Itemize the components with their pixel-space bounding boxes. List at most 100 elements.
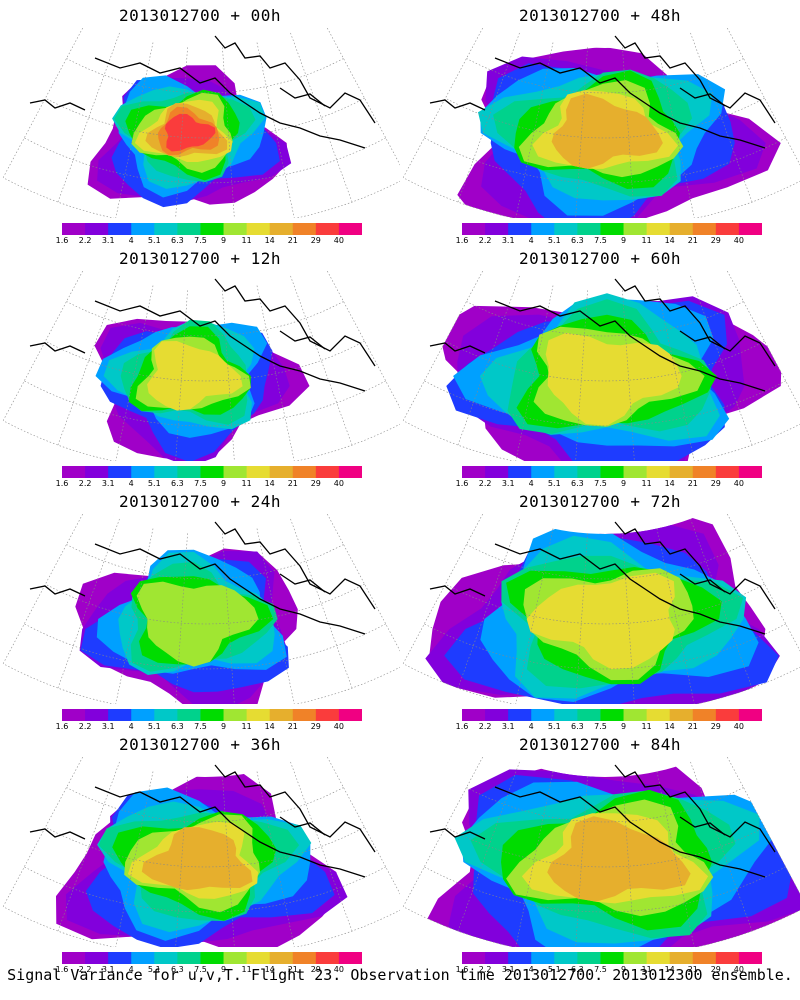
colorbar-swatch [292,709,317,721]
colorbar-swatch [577,709,601,721]
colorbar-tick-label: 40 [333,722,344,731]
colorbar-tick-label: 2.2 [78,965,92,974]
colorbar-tick-label: 11 [641,236,652,245]
colorbar-swatch [692,709,717,721]
lat-lon-grid [2,28,400,218]
colorbar-tick-label: 4 [528,722,534,731]
colorbar-swatch [246,223,271,235]
colorbar-swatch [531,466,555,478]
panel-title: 2013012700 + 48h [518,6,682,25]
colorbar-tick-label: 40 [733,479,744,488]
colorbar-swatch [738,952,762,964]
map-panel: 2013012700 + 48h 1.6 2.2 3.1 4 5.1 6.3 7.5 9 11 1… [400,0,800,245]
colorbar-swatch [85,709,109,721]
colorbar-swatch [269,223,294,235]
colorbar-swatch [508,952,532,964]
colorbar [462,952,762,964]
variance-contour [526,572,675,670]
colorbar-tick-label: 11 [241,236,252,245]
colorbar-tick-label: 2.2 [478,479,492,488]
colorbar-tick-label: 6.3 [571,479,584,488]
coastline [29,764,376,878]
lat-lon-grid [402,28,800,218]
colorbar-swatch [85,466,109,478]
colorbar-tick-label: 40 [733,236,744,245]
colorbar-swatch [669,466,694,478]
colorbar [462,223,762,235]
colorbar-labels: 1.6 2.2 3.1 4 5.1 6.3 7.5 9 11 14 21 29 40 [56,722,362,732]
colorbar-tick-label: 21 [687,722,698,731]
colorbar-swatch [177,466,201,478]
colorbar-swatch [669,223,694,235]
colorbar-tick-label: 29 [310,236,321,245]
colorbar-swatch [623,223,648,235]
variance-contour [551,93,663,169]
colorbar-tick-label: 2.2 [78,236,92,245]
colorbar-tick-label: 29 [710,722,721,731]
map-panel: 2013012700 + 84h 1.6 2.2 3.1 4 5.1 6.3 7.5 9 11 1… [400,729,800,974]
colorbar-tick-label: 6.3 [571,965,584,974]
colorbar [462,709,762,721]
colorbar-swatch [554,223,578,235]
colorbar-swatch [462,466,486,478]
colorbar-swatch [623,952,648,964]
colorbar-swatch [62,709,86,721]
colorbar-tick-label: 21 [287,722,298,731]
colorbar-swatch [485,466,509,478]
colorbar-tick-label: 6.3 [171,965,184,974]
colorbar-tick-label: 7.5 [594,965,607,974]
panel-title: 2013012700 + 36h [118,735,282,754]
colorbar-tick-label: 21 [287,965,298,974]
colorbar-swatch [692,223,717,235]
colorbar-swatch [554,709,578,721]
colorbar-tick-label: 14 [264,965,275,974]
panel-title: 2013012700 + 84h [518,735,682,754]
lat-lon-grid [2,757,400,947]
colorbar-tick-label: 40 [333,965,344,974]
colorbar-swatch [669,709,694,721]
colorbar-tick-label: 2.2 [78,722,92,731]
colorbar-tick-label: 9 [220,236,227,245]
colorbar-swatch [292,952,317,964]
colorbar [62,223,362,235]
colorbar-tick-label: 4 [128,479,134,488]
colorbar-swatch [508,709,532,721]
colorbar-tick-label: 29 [710,236,721,245]
colorbar-tick-label: 5.1 [547,965,561,974]
colorbar-swatch [315,223,340,235]
colorbar-swatch [292,223,317,235]
colorbar-swatch [315,709,340,721]
colorbar-swatch [177,709,201,721]
colorbar-tick-label: 9 [220,479,227,488]
colorbar-tick-label: 11 [241,965,252,974]
colorbar-swatch [646,223,671,235]
colorbar-swatch [338,223,362,235]
figure-caption: Signal Variance for u,v,T. Flight 23. Ob… [7,966,793,984]
colorbar-tick-label: 4 [128,236,134,245]
colorbar-swatch [223,223,248,235]
colorbar-tick-label: 11 [241,722,252,731]
colorbar [62,952,362,964]
colorbar-tick-label: 21 [287,479,298,488]
colorbar-labels: 1.6 2.2 3.1 4 5.1 6.3 7.5 9 11 14 21 29 40 [456,722,762,732]
colorbar-swatch [462,709,486,721]
colorbar-swatch [246,709,271,721]
colorbar-swatch [485,223,509,235]
colorbar-swatch [738,709,762,721]
colorbar-tick-label: 9 [220,965,227,974]
colorbar-swatch [200,952,225,964]
colorbar-swatch [577,952,601,964]
colorbar-labels: 1.6 2.2 3.1 4 5.1 6.3 7.5 9 11 14 21 29 40 [456,236,762,246]
colorbar-tick-label: 4 [528,965,534,974]
colorbar-swatch [131,466,155,478]
colorbar-tick-label: 2.2 [78,479,92,488]
colorbar-swatch [715,223,740,235]
colorbar-tick-label: 3.1 [101,722,115,731]
lat-lon-grid [402,757,800,947]
colorbar-swatch [508,223,532,235]
panel-title: 2013012700 + 72h [518,492,682,511]
colorbar-swatch [315,466,340,478]
colorbar-tick-label: 1.6 [455,479,469,488]
colorbar-tick-label: 9 [620,236,627,245]
colorbar-tick-label: 4 [128,722,134,731]
